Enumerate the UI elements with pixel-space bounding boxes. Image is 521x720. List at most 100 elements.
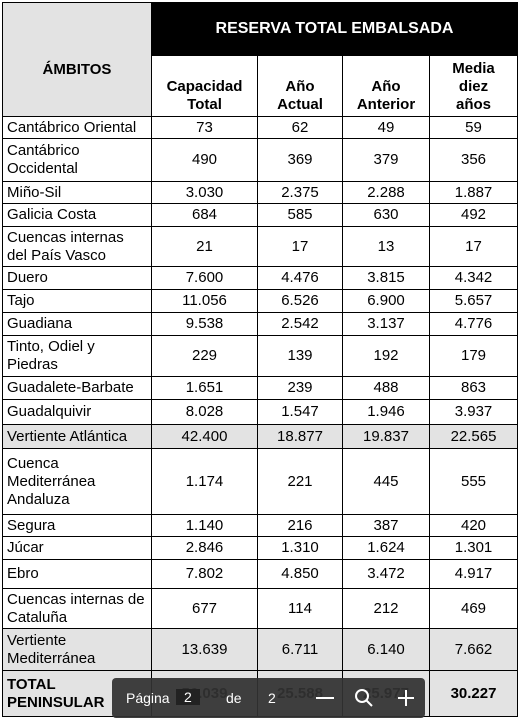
pdf-toolbar: Página 2 de 2	[112, 678, 425, 718]
cell-value: 212	[342, 588, 430, 629]
cell-value: 3.030	[151, 181, 258, 204]
row-label: Cantábrico Occidental	[2, 138, 152, 182]
table-row: Galicia Costa 684 585 630 492	[2, 203, 519, 227]
cell-value: 387	[342, 514, 430, 537]
table-row: Miño-Sil 3.030 2.375 2.288 1.887	[2, 181, 519, 204]
cell-value: 6.900	[342, 289, 430, 313]
column-header: Año Anterior	[342, 55, 430, 117]
cell-value: 7.600	[151, 266, 258, 290]
table-row: Cuenca Mediterránea Andaluza 1.174 221 445 5…	[2, 448, 519, 515]
cell-value: 1.301	[428, 536, 519, 560]
zoom-controls[interactable]	[312, 686, 422, 710]
cell-value: 3.472	[342, 559, 430, 589]
row-label: Cuencas internas del País Vasco	[2, 226, 152, 267]
cell-value: 221	[257, 448, 343, 515]
cell-value: 2.375	[257, 181, 343, 204]
row-label: Júcar	[2, 536, 152, 560]
cell-value: 3.937	[428, 399, 519, 425]
row-label: Cuencas internas de Cataluña	[2, 588, 152, 629]
cell-value: 1.140	[151, 514, 258, 537]
cell-value: 73	[151, 116, 258, 139]
table-row: Vertiente Mediterránea 13.639 6.711 6.140 7.…	[2, 628, 519, 671]
row-label: Cuenca Mediterránea Andaluza	[2, 448, 152, 515]
cell-value: 4.476	[257, 266, 343, 290]
cell-value: 229	[151, 335, 258, 377]
cell-value: 1.946	[342, 399, 430, 425]
row-label: Cantábrico Oriental	[2, 116, 152, 139]
cell-value: 488	[342, 376, 430, 400]
cell-value: 11.056	[151, 289, 258, 313]
cell-value: 6.526	[257, 289, 343, 313]
table-row: Júcar 2.846 1.310 1.624 1.301	[2, 536, 519, 560]
cell-value: 356	[428, 138, 519, 182]
cell-value: 3.815	[342, 266, 430, 290]
table-row: Cuencas internas del País Vasco 21 17 13 17	[2, 226, 519, 267]
cell-value: 239	[257, 376, 343, 400]
cell-value: 9.538	[151, 312, 258, 336]
cell-value: 19.837	[342, 424, 430, 449]
row-label: Guadiana	[2, 312, 152, 336]
cell-value: 8.028	[151, 399, 258, 425]
cell-value: 18.877	[257, 424, 343, 449]
cell-value: 59	[428, 116, 519, 139]
table-row: Cantábrico Oriental 73 62 49 59	[2, 116, 519, 139]
page-input[interactable]: 2	[176, 689, 200, 705]
column-header: Media diez años	[428, 55, 519, 117]
cell-value: 2.542	[257, 312, 343, 336]
row-label: Guadalquivir	[2, 399, 152, 425]
cell-value: 13.639	[151, 628, 258, 671]
table-row: Tajo 11.056 6.526 6.900 5.657	[2, 289, 519, 313]
cell-value: 22.565	[428, 424, 519, 449]
cell-value: 369	[257, 138, 343, 182]
table-row: Guadalete-Barbate 1.651 239 488 863	[2, 376, 519, 400]
table-row: Guadalquivir 8.028 1.547 1.946 3.937	[2, 399, 519, 425]
table-row: Duero 7.600 4.476 3.815 4.342	[2, 266, 519, 290]
cell-value: 684	[151, 203, 258, 227]
cell-value: 7.802	[151, 559, 258, 589]
table-row: Cantábrico Occidental 490 369 379 356	[2, 138, 519, 182]
cell-value: 4.850	[257, 559, 343, 589]
cell-value: 863	[428, 376, 519, 400]
row-label: Tajo	[2, 289, 152, 313]
row-label: Duero	[2, 266, 152, 290]
cell-value: 42.400	[151, 424, 258, 449]
row-label: Tinto, Odiel y Piedras	[2, 335, 152, 377]
row-label: Miño-Sil	[2, 181, 152, 204]
cell-value: 7.662	[428, 628, 519, 671]
cell-value: 1.651	[151, 376, 258, 400]
row-label: Vertiente Atlántica	[2, 424, 152, 449]
cell-value: 469	[428, 588, 519, 629]
cell-value: 585	[257, 203, 343, 227]
cell-value: 4.342	[428, 266, 519, 290]
cell-value: 21	[151, 226, 258, 267]
cell-value: 139	[257, 335, 343, 377]
cell-value: 1.887	[428, 181, 519, 204]
cell-value: 1.624	[342, 536, 430, 560]
column-header: Capacidad Total	[151, 55, 258, 117]
cell-value: 216	[257, 514, 343, 537]
cell-value: 179	[428, 335, 519, 377]
cell-value: 17	[428, 226, 519, 267]
header-group: RESERVA TOTAL EMBALSADA	[150, 2, 519, 56]
cell-value: 490	[151, 138, 258, 182]
cell-value: 677	[151, 588, 258, 629]
cell-value: 49	[342, 116, 430, 139]
cell-value: 2.288	[342, 181, 430, 204]
cell-value: 4.776	[428, 312, 519, 336]
cell-value: 17	[257, 226, 343, 267]
cell-value: 379	[342, 138, 430, 182]
cell-value: 1.174	[151, 448, 258, 515]
cell-value: 630	[342, 203, 430, 227]
table-row: Vertiente Atlántica 42.400 18.877 19.837 22.…	[2, 424, 519, 449]
cell-value: 4.917	[428, 559, 519, 589]
cell-value: 2.846	[151, 536, 258, 560]
cell-value: 192	[342, 335, 430, 377]
table-row: Segura 1.140 216 387 420	[2, 514, 519, 537]
cell-value: 6.711	[257, 628, 343, 671]
cell-value: 1.547	[257, 399, 343, 425]
table-row: Guadiana 9.538 2.542 3.137 4.776	[2, 312, 519, 336]
cell-value: 114	[257, 588, 343, 629]
row-label: Galicia Costa	[2, 203, 152, 227]
